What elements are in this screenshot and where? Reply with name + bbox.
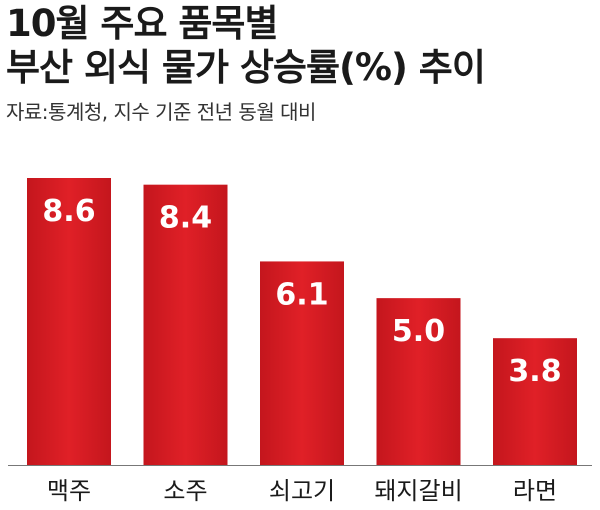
bar-5 (493, 338, 577, 465)
bar-value-label: 6.1 (275, 277, 328, 312)
category-label: 쇠고기 (269, 477, 335, 505)
bar-2 (143, 184, 228, 465)
category-label: 돼지갈비 (374, 477, 462, 505)
bar-value-label: 8.6 (42, 194, 95, 229)
category-label: 소주 (163, 477, 207, 505)
bar-value-label: 3.8 (508, 354, 561, 389)
chart-title-line2: 부산 외식 물가 상승률(%) 추이 (6, 46, 486, 89)
chart-title-line1: 10월 주요 품목별 (6, 2, 278, 45)
source-note: 자료:통계청, 지수 기준 전년 동월 대비 (6, 100, 316, 124)
bar-value-label: 5.0 (392, 314, 445, 349)
bar-value-label: 8.4 (159, 201, 212, 236)
category-label: 라면 (513, 477, 557, 505)
bar-3 (260, 261, 344, 465)
bar-1 (27, 178, 111, 465)
category-label: 맥주 (47, 477, 91, 505)
bar-4 (376, 298, 461, 465)
